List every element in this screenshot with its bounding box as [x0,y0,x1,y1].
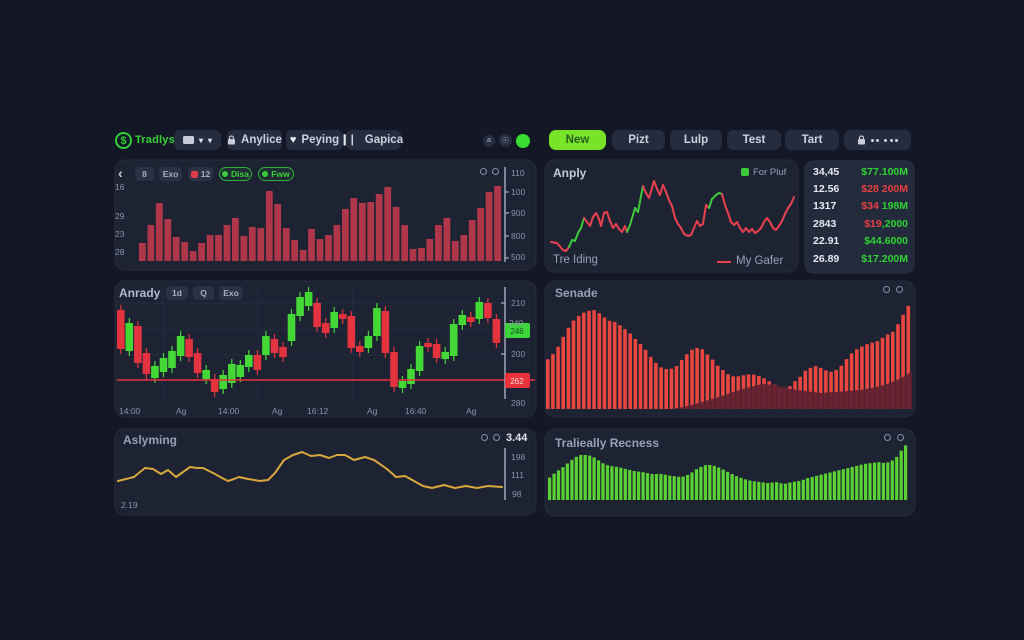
svg-text:246: 246 [510,327,524,336]
svg-text:262: 262 [510,377,524,386]
